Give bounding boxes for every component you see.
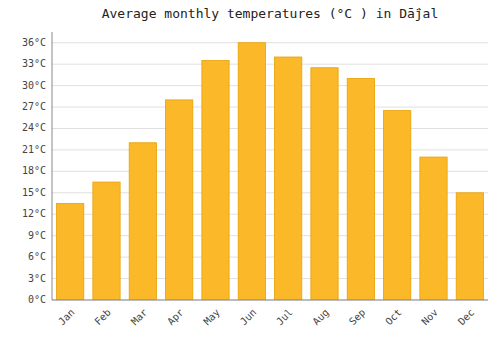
x-axis-line <box>52 300 488 301</box>
grid-line <box>52 85 488 86</box>
bar <box>347 78 374 300</box>
x-tick-label: Mar <box>129 307 150 328</box>
grid-line <box>52 64 488 65</box>
x-tick-label: Dec <box>456 307 477 328</box>
y-tick-label: 18°C <box>22 165 46 176</box>
x-tick-label: Jul <box>274 307 295 328</box>
title: Average monthly temperatures (°C ) in Dā… <box>102 6 439 21</box>
bar <box>129 143 156 300</box>
y-tick-label: 21°C <box>22 144 46 155</box>
y-tick-label: 24°C <box>22 122 46 133</box>
x-tick-label: May <box>201 307 222 328</box>
x-tick-label: Nov <box>419 307 440 328</box>
y-axis: 0°C 3°C 6°C 9°C 12°C 15°C 18°C 21°C 24°C 27°C 30°C… <box>22 37 46 305</box>
bar <box>275 57 302 300</box>
y-tick-label: 6°C <box>28 251 46 262</box>
y-tick-label: 27°C <box>22 101 46 112</box>
x-axis: Jan Feb Mar Apr May Jun Jul Aug Sep Oct Nov Dec <box>56 307 476 328</box>
bars <box>57 43 484 300</box>
bar <box>456 193 483 300</box>
y-tick-label: 9°C <box>28 230 46 241</box>
bar <box>57 204 84 300</box>
chart-container: 0°C 3°C 6°C 9°C 12°C 15°C 18°C 21°C 24°C 27°C 30°C… <box>0 0 500 350</box>
bar <box>202 61 229 300</box>
y-tick-label: 15°C <box>22 187 46 198</box>
x-tick-label: Jun <box>238 307 259 328</box>
grid-line <box>52 107 488 108</box>
y-tick-label: 12°C <box>22 208 46 219</box>
bar <box>93 182 120 300</box>
x-tick-label: Feb <box>92 307 113 328</box>
grid-line <box>52 42 488 43</box>
grid-line <box>52 300 488 301</box>
bar <box>238 43 265 300</box>
bar <box>311 68 338 300</box>
grid <box>52 43 488 300</box>
grid-line <box>52 149 488 150</box>
x-tick-label: Aug <box>310 307 331 328</box>
bar <box>420 157 447 300</box>
y-axis-line <box>52 32 53 300</box>
y-tick-label: 0°C <box>28 294 46 305</box>
y-tick-label: 3°C <box>28 273 46 284</box>
y-tick-label: 36°C <box>22 37 46 48</box>
x-tick-label: Oct <box>383 307 404 328</box>
bar <box>384 111 411 300</box>
x-tick-label: Sep <box>347 307 368 328</box>
x-tick-label: Jan <box>56 307 77 328</box>
y-tick-label: 30°C <box>22 80 46 91</box>
grid-line <box>52 128 488 129</box>
bar <box>166 100 193 300</box>
chart: 0°C 3°C 6°C 9°C 12°C 15°C 18°C 21°C 24°C 27°C 30°C… <box>0 0 500 350</box>
y-tick-label: 33°C <box>22 58 46 69</box>
x-tick-label: Apr <box>165 307 186 328</box>
